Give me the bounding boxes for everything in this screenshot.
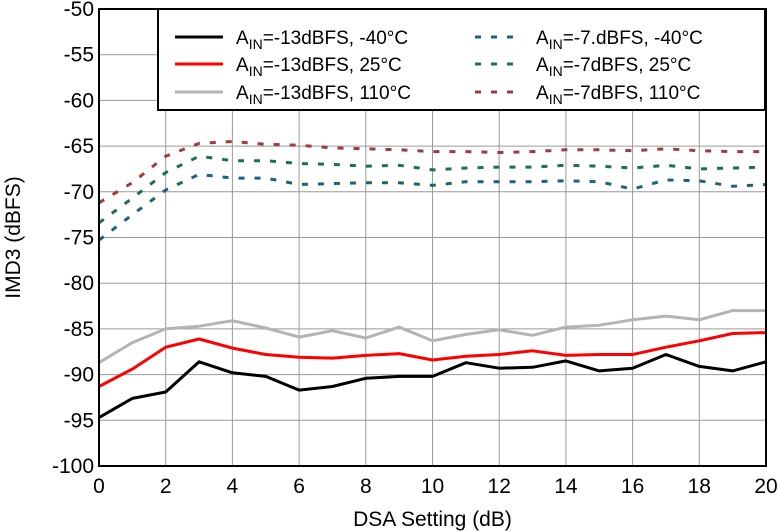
x-tick-label: 4 — [227, 475, 239, 498]
legend-label: AIN=-13dBFS, 25°C — [236, 55, 402, 79]
y-tick-label: -95 — [64, 409, 94, 432]
y-tick-label: -80 — [64, 272, 94, 295]
x-tick-label: 6 — [293, 475, 305, 498]
legend-label: AIN=-7.dBFS, -40°C — [536, 28, 703, 52]
x-tick-label: 8 — [360, 475, 372, 498]
series-line-2 — [98, 331, 767, 388]
series-layer — [98, 140, 767, 419]
y-tick-label: -50 — [64, 0, 94, 21]
x-tick-label: 18 — [688, 475, 711, 498]
series-line-3 — [98, 309, 766, 364]
legend-label: AIN=-7dBFS, 110°C — [536, 83, 700, 107]
x-tick-label: 12 — [488, 475, 511, 498]
x-tick-label: 0 — [93, 475, 105, 498]
x-tick-label: 20 — [754, 475, 777, 498]
y-tick-label: -90 — [64, 364, 94, 387]
y-tick-label: -70 — [64, 181, 94, 204]
x-tick-label: 14 — [554, 475, 578, 498]
x-axis-title: DSA Setting (dB) — [353, 508, 512, 531]
y-tick-label: -65 — [64, 135, 94, 158]
series-line-5 — [98, 154, 767, 225]
x-tick-labels: 0 2 4 6 8 10 12 14 16 18 20 — [93, 475, 778, 498]
x-tick-label: 16 — [621, 475, 644, 498]
legend: AIN=-13dBFS, -40°C AIN=-13dBFS, 25°C AIN=-… — [157, 8, 766, 111]
x-tick-label: 10 — [421, 475, 444, 498]
series-line-4 — [98, 172, 767, 242]
y-tick-label: -55 — [64, 44, 94, 67]
series-line-6 — [98, 140, 766, 205]
y-tick-label: -100 — [52, 455, 94, 478]
y-tick-labels: -50 -55 -60 -65 -70 -75 -80 -85 -90 -95 -100 — [52, 0, 94, 478]
y-axis-title: IMD3 (dBFS) — [2, 176, 25, 299]
y-tick-label: -75 — [64, 227, 94, 250]
y-tick-label: -60 — [64, 89, 94, 112]
legend-label: AIN=-7dBFS, 25°C — [536, 55, 691, 79]
x-tick-label: 2 — [160, 475, 172, 498]
y-tick-label: -85 — [64, 318, 94, 341]
legend-box — [157, 8, 766, 111]
legend-label: AIN=-13dBFS, 110°C — [236, 83, 411, 107]
series-line-1 — [98, 353, 767, 419]
legend-label: AIN=-13dBFS, -40°C — [236, 28, 408, 52]
